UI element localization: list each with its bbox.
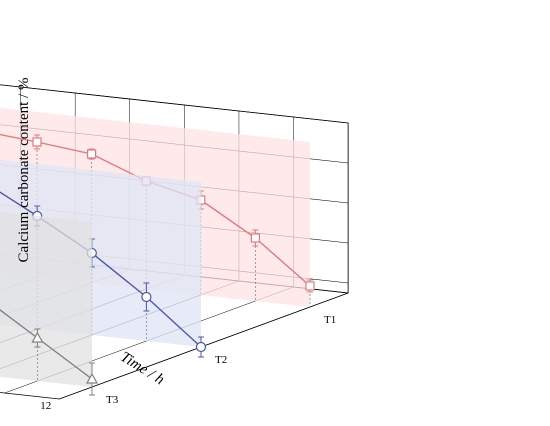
data-point [141, 291, 152, 303]
x-tick-label: 12 [40, 400, 51, 412]
category-label: T2 [215, 354, 227, 366]
data-point [31, 331, 44, 343]
series-line-T3 [0, 309, 93, 380]
series-plane-T3 [0, 211, 92, 387]
y-axis-title: Calcium carbonate content / % [16, 78, 32, 263]
series-group [0, 107, 315, 396]
data-point [195, 341, 207, 353]
data-point [305, 281, 315, 291]
data-point [86, 149, 97, 159]
back-wall-gridline [0, 84, 349, 124]
data-point [85, 372, 99, 384]
series-line-T2 [0, 191, 202, 348]
series-line-T1 [0, 133, 311, 287]
category-label: T1 [324, 314, 336, 326]
x-axis-title: Time / h [117, 349, 166, 388]
data-point [32, 137, 42, 147]
data-point [250, 233, 260, 243]
category-label: T3 [106, 394, 119, 406]
